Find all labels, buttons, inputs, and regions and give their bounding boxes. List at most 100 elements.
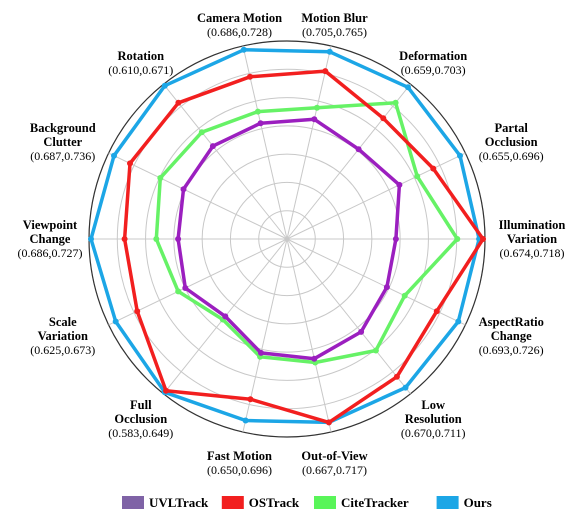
axis-range-label: (0.583,0.649)	[108, 426, 173, 440]
axis-range-label: (0.610,0.671)	[108, 63, 173, 77]
legend-swatch	[221, 496, 244, 509]
axis-name-label: Rotation	[118, 49, 165, 63]
data-point	[153, 236, 160, 242]
axis-range-label: (0.650,0.696)	[207, 463, 272, 477]
axis-name-label: Scale	[49, 315, 77, 329]
data-point	[380, 115, 387, 122]
legend-label: UVLTrack	[149, 495, 209, 510]
axis-range-label: (0.655,0.696)	[479, 149, 544, 163]
data-point	[355, 146, 362, 153]
data-point	[433, 308, 440, 315]
axis-name-label: Change	[491, 329, 532, 343]
data-point	[392, 99, 399, 106]
data-point	[314, 104, 320, 111]
axis-name-label: Viewpoint	[23, 218, 78, 232]
axis-label: Fast Motion(0.650,0.696)	[207, 449, 272, 477]
data-point	[254, 108, 261, 115]
axis-label: Out-of-View(0.667,0.717)	[301, 449, 367, 477]
axis-name-label: Background	[30, 121, 96, 135]
axis-range-label: (0.705,0.765)	[302, 25, 367, 39]
data-point	[392, 236, 399, 242]
data-point	[455, 318, 462, 325]
data-point	[182, 285, 189, 291]
data-point	[157, 175, 164, 181]
data-point	[121, 236, 128, 242]
legend-item: Ours	[436, 495, 492, 510]
legend-item: UVLTrack	[122, 495, 209, 510]
axis-name-label: Out-of-View	[301, 449, 367, 463]
legend-item: CiteTracker	[314, 495, 409, 510]
data-point	[247, 396, 254, 403]
legend-swatch	[436, 496, 459, 509]
data-point	[209, 143, 216, 150]
legend-item: OSTrack	[221, 495, 300, 510]
data-point	[414, 173, 421, 180]
data-point	[240, 46, 247, 53]
axis-range-label: (0.693,0.726)	[479, 343, 544, 357]
data-point	[111, 152, 117, 159]
data-point	[393, 373, 400, 380]
axis-name-label: Low	[421, 398, 445, 412]
axis-range-label: (0.686,0.728)	[207, 25, 272, 39]
axis-range-label: (0.687,0.736)	[30, 149, 95, 163]
axis-name-label: Deformation	[399, 49, 467, 63]
data-point	[325, 419, 332, 426]
axis-label: Motion Blur(0.705,0.765)	[301, 11, 368, 39]
radar-grid	[88, 40, 486, 438]
data-point	[372, 347, 379, 354]
data-point	[454, 236, 461, 242]
legend-label: CiteTracker	[341, 495, 409, 510]
axis-name-label: Fast Motion	[207, 449, 272, 463]
data-point	[112, 318, 119, 325]
axis-range-label: (0.625,0.673)	[30, 343, 95, 357]
data-point	[198, 129, 205, 136]
data-point	[383, 284, 390, 291]
data-point	[401, 292, 408, 299]
axis-name-label: AspectRatio	[479, 315, 544, 329]
axis-label: Camera Motion(0.686,0.728)	[197, 11, 282, 39]
data-point	[163, 387, 169, 394]
axis-label: Rotation(0.610,0.671)	[108, 49, 173, 77]
axis-label: Deformation(0.659,0.703)	[399, 49, 467, 77]
series-citetracker	[153, 99, 461, 366]
data-point	[322, 68, 329, 75]
data-point	[180, 186, 187, 193]
axis-name-label: Camera Motion	[197, 11, 282, 25]
data-point	[405, 84, 411, 91]
data-point	[311, 355, 318, 362]
data-point	[480, 236, 486, 242]
data-point	[457, 152, 463, 159]
axis-labels: Motion Blur(0.705,0.765)Deformation(0.65…	[18, 11, 566, 477]
data-point	[175, 99, 182, 106]
series-uvltrack	[175, 116, 403, 362]
radar-series	[88, 46, 486, 426]
data-point	[402, 384, 409, 391]
axis-name-label: Occlusion	[114, 412, 167, 426]
axis-range-label: (0.667,0.717)	[302, 463, 367, 477]
spoke	[286, 45, 332, 240]
data-point	[326, 48, 333, 55]
axis-name-label: Motion Blur	[301, 11, 368, 25]
data-point	[242, 417, 249, 424]
axis-name-label: Clutter	[43, 135, 82, 149]
data-point	[175, 236, 182, 242]
data-point	[88, 236, 94, 242]
data-point	[258, 349, 264, 356]
data-point	[127, 160, 133, 167]
data-point	[430, 165, 437, 172]
legend-label: Ours	[464, 495, 492, 510]
spoke	[286, 238, 332, 433]
axis-range-label: (0.670,0.711)	[401, 426, 466, 440]
axis-name-label: Change	[30, 232, 71, 246]
axis-range-label: (0.686,0.727)	[18, 246, 83, 260]
axis-name-label: Resolution	[405, 412, 462, 426]
data-point	[247, 73, 253, 80]
